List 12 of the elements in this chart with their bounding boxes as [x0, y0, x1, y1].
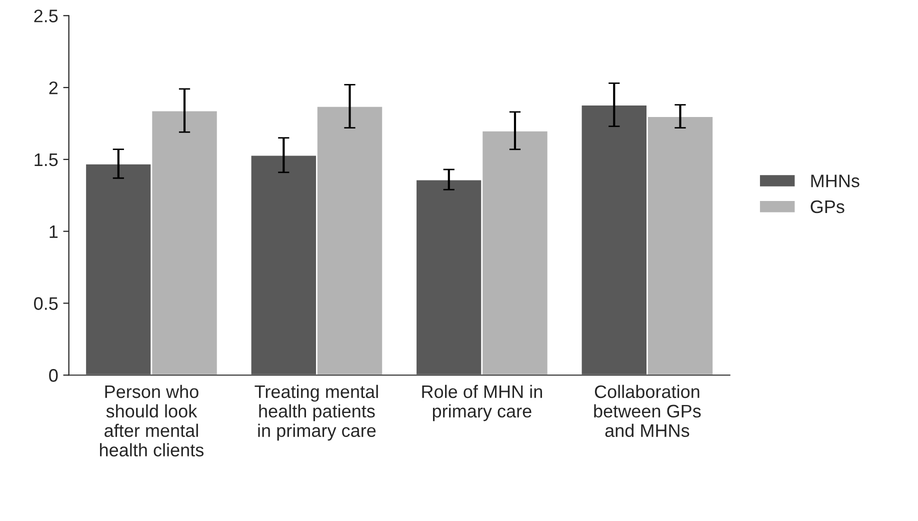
x-tick-label: Role of MHN in primary care: [422, 384, 542, 422]
x-tick-label: Treating mental health patients in primary care: [254, 384, 378, 441]
x-tick-label: Collaboration between GPs and MHNs: [594, 384, 701, 437]
y-tick-label: 1: [50, 225, 58, 238]
x-tick-label: Person who should look after mental health clients: [100, 384, 204, 456]
legend-label: GPs: [810, 200, 844, 214]
legend-label: MHNs: [811, 174, 860, 188]
y-tick-label: 0: [49, 369, 58, 382]
y-tick-label: 2: [49, 81, 58, 94]
y-tick-label: 1.5: [34, 154, 58, 166]
y-tick-label: 2.5: [34, 10, 58, 22]
y-tick-label: 0.5: [34, 297, 58, 310]
